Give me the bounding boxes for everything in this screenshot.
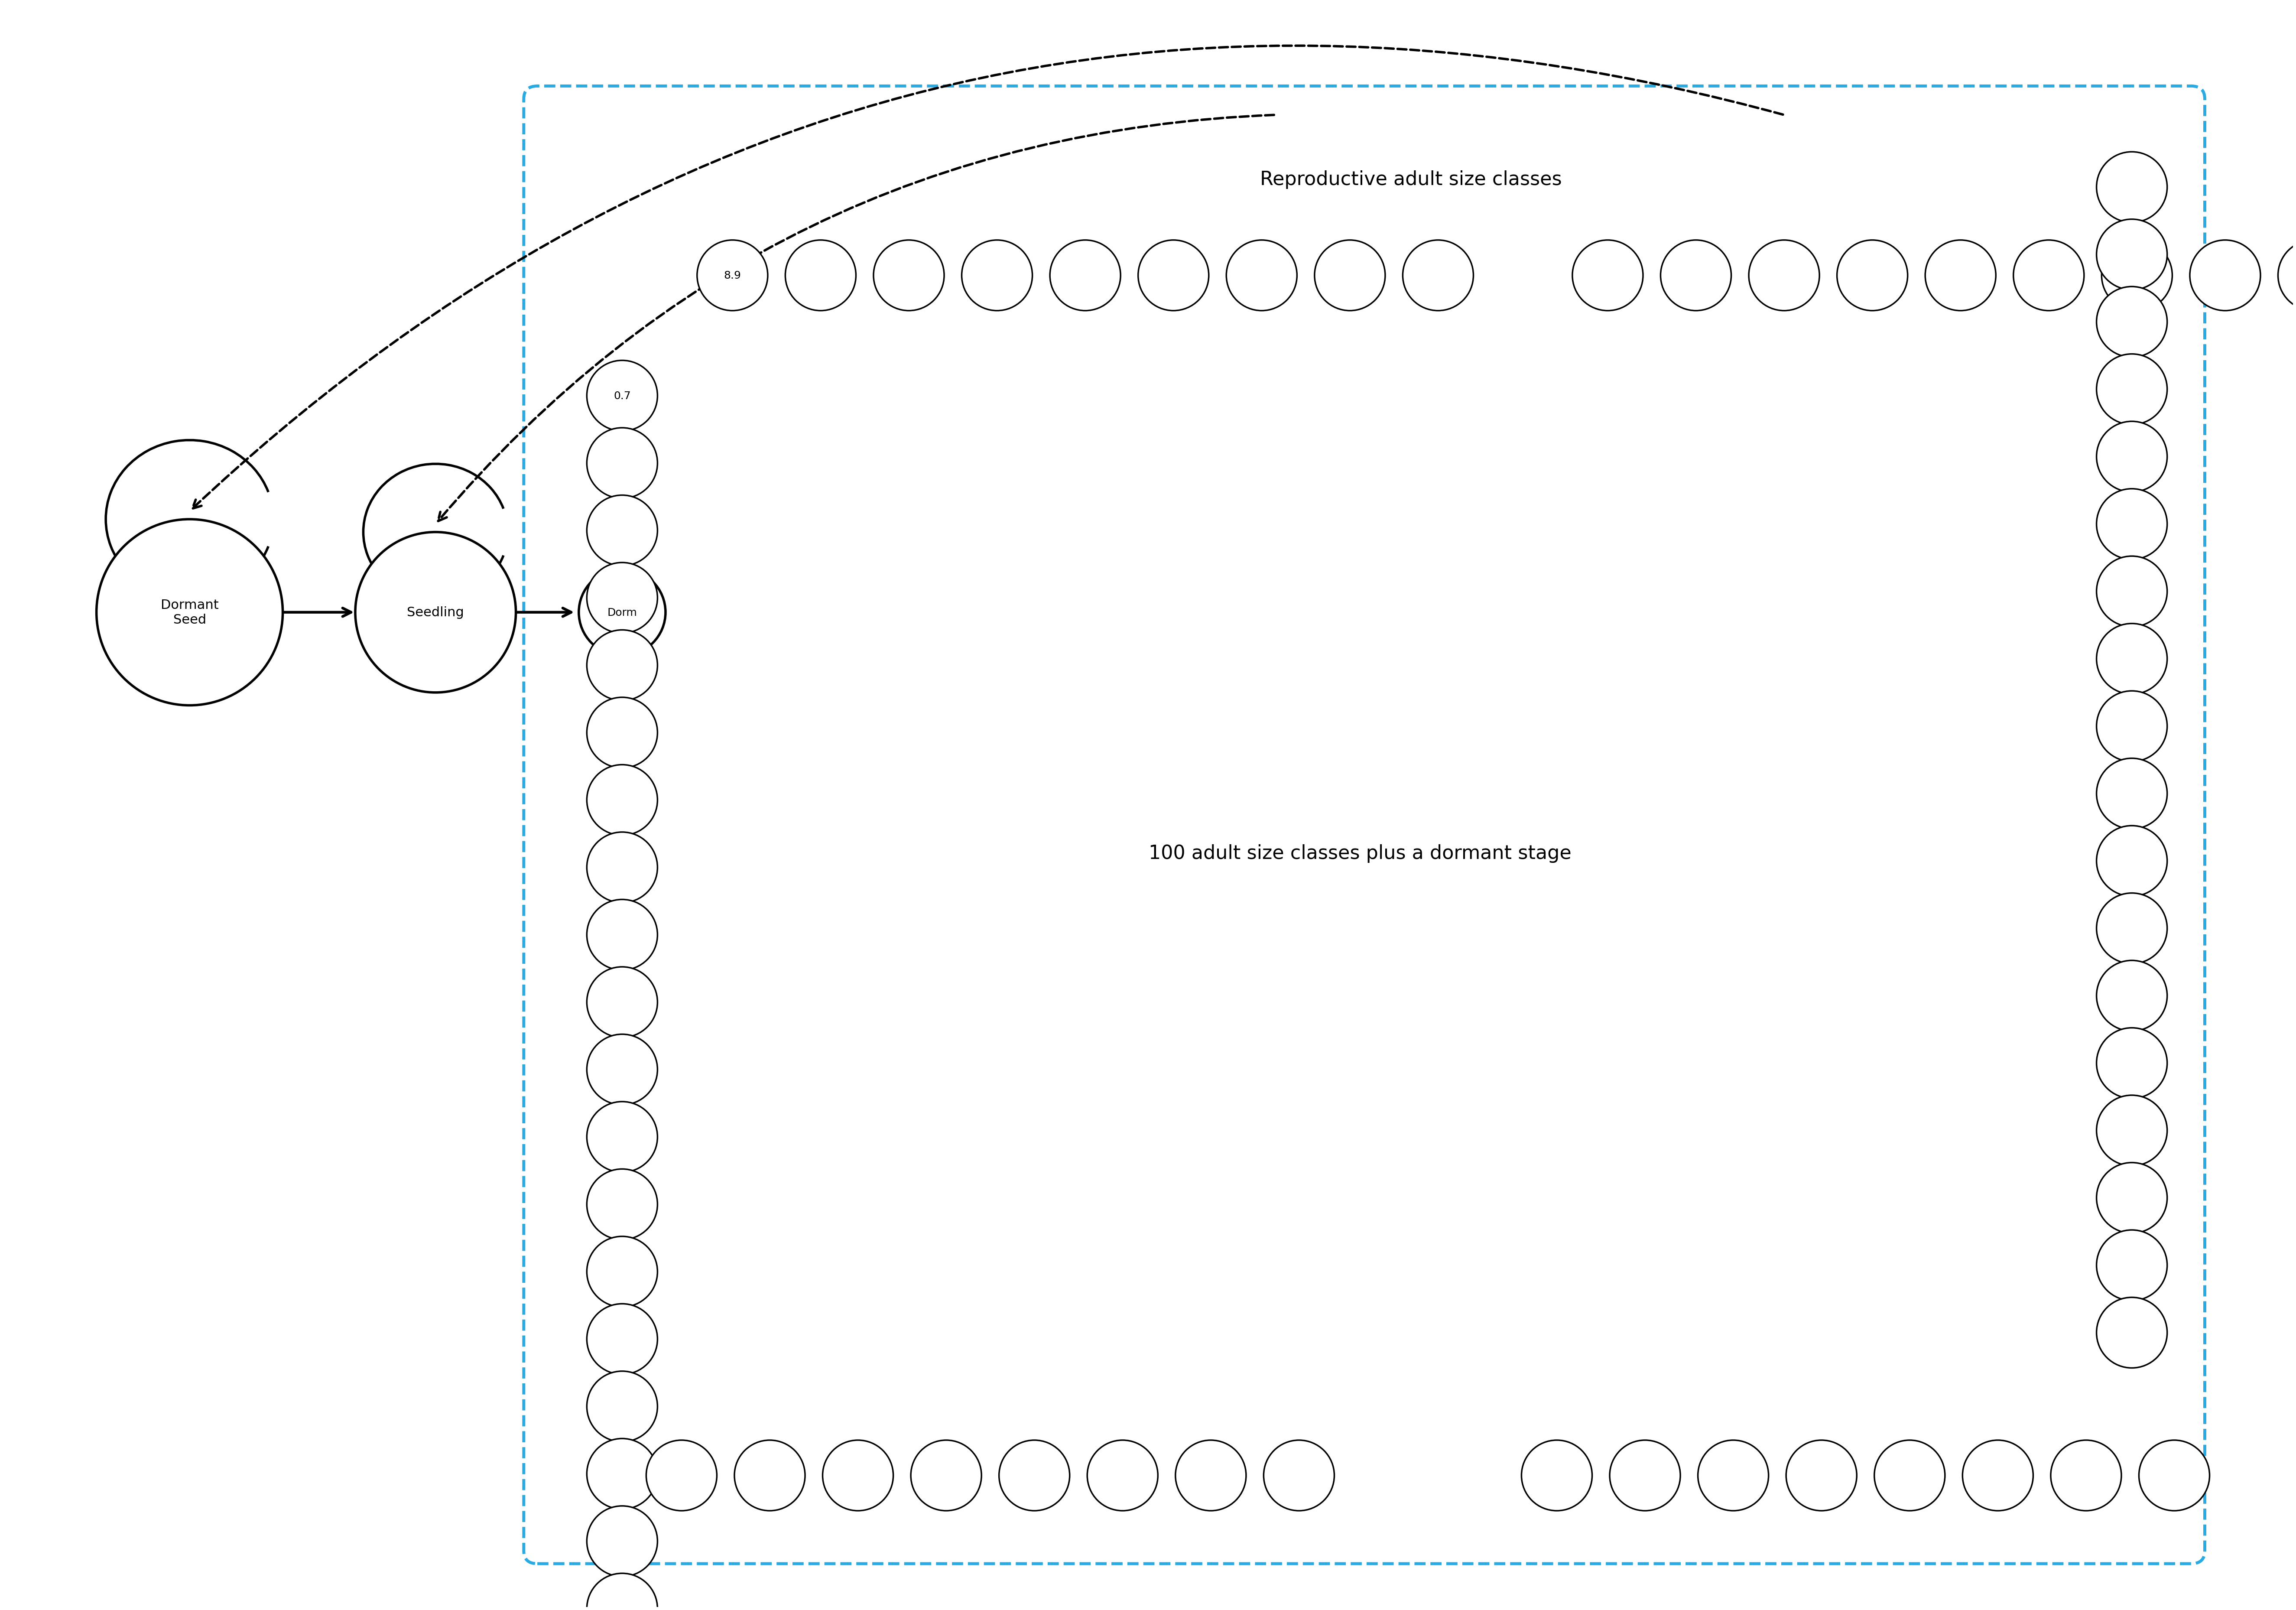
Ellipse shape [1750, 240, 1818, 311]
Ellipse shape [2096, 1027, 2167, 1098]
Ellipse shape [962, 240, 1033, 311]
Ellipse shape [2096, 691, 2167, 762]
Ellipse shape [2096, 894, 2167, 964]
Text: 0.7: 0.7 [613, 391, 631, 401]
Ellipse shape [588, 564, 657, 633]
Ellipse shape [2096, 1095, 2167, 1166]
Ellipse shape [1609, 1441, 1681, 1510]
Ellipse shape [2096, 1298, 2167, 1368]
Ellipse shape [588, 1573, 657, 1610]
Ellipse shape [588, 1304, 657, 1375]
Ellipse shape [1316, 240, 1384, 311]
Ellipse shape [2101, 240, 2172, 311]
Ellipse shape [1924, 240, 1995, 311]
Ellipse shape [2096, 219, 2167, 290]
Ellipse shape [2278, 240, 2296, 311]
Ellipse shape [1963, 1441, 2034, 1510]
Ellipse shape [1088, 1441, 1157, 1510]
Ellipse shape [2096, 287, 2167, 357]
Ellipse shape [1139, 240, 1208, 311]
Ellipse shape [1403, 240, 1474, 311]
Ellipse shape [822, 1441, 893, 1510]
Ellipse shape [1874, 1441, 1945, 1510]
Ellipse shape [356, 533, 517, 692]
Ellipse shape [1660, 240, 1731, 311]
Ellipse shape [1697, 1441, 1768, 1510]
Ellipse shape [2014, 240, 2085, 311]
Ellipse shape [588, 630, 657, 700]
Ellipse shape [1573, 240, 1644, 311]
Text: 8.9: 8.9 [723, 270, 742, 280]
Ellipse shape [785, 240, 856, 311]
Ellipse shape [588, 1439, 657, 1509]
Ellipse shape [2096, 354, 2167, 425]
Text: Dorm: Dorm [606, 607, 636, 618]
Text: Dormant
Seed: Dormant Seed [161, 599, 218, 626]
Ellipse shape [1049, 240, 1120, 311]
Ellipse shape [1522, 1441, 1591, 1510]
Ellipse shape [588, 428, 657, 499]
Ellipse shape [2096, 961, 2167, 1030]
Ellipse shape [2096, 1162, 2167, 1233]
Ellipse shape [2096, 623, 2167, 694]
Ellipse shape [579, 570, 666, 655]
Ellipse shape [2050, 1441, 2122, 1510]
Ellipse shape [2096, 557, 2167, 626]
Ellipse shape [588, 900, 657, 971]
Ellipse shape [1837, 240, 1908, 311]
Ellipse shape [588, 496, 657, 567]
Ellipse shape [588, 832, 657, 903]
Ellipse shape [645, 1441, 716, 1510]
Text: Reproductive adult size classes: Reproductive adult size classes [1261, 171, 1561, 188]
Ellipse shape [2190, 240, 2262, 311]
Ellipse shape [2096, 1230, 2167, 1301]
Ellipse shape [588, 765, 657, 836]
Ellipse shape [588, 1236, 657, 1307]
Ellipse shape [912, 1441, 980, 1510]
Ellipse shape [588, 1169, 657, 1240]
Ellipse shape [2096, 489, 2167, 560]
Ellipse shape [588, 1505, 657, 1576]
Ellipse shape [96, 520, 282, 705]
Ellipse shape [2096, 153, 2167, 222]
Ellipse shape [1226, 240, 1297, 311]
Ellipse shape [588, 1034, 657, 1104]
Ellipse shape [872, 240, 944, 311]
Ellipse shape [588, 1372, 657, 1443]
Ellipse shape [999, 1441, 1070, 1510]
Ellipse shape [735, 1441, 806, 1510]
Ellipse shape [588, 968, 657, 1037]
Ellipse shape [1263, 1441, 1334, 1510]
Ellipse shape [2140, 1441, 2209, 1510]
Ellipse shape [698, 240, 767, 311]
Ellipse shape [2096, 422, 2167, 493]
Ellipse shape [2096, 758, 2167, 829]
Ellipse shape [588, 697, 657, 768]
Ellipse shape [588, 1101, 657, 1172]
Ellipse shape [2096, 826, 2167, 897]
Text: 100 adult size classes plus a dormant stage: 100 adult size classes plus a dormant st… [1148, 844, 1570, 863]
Ellipse shape [1176, 1441, 1247, 1510]
Ellipse shape [1786, 1441, 1857, 1510]
Ellipse shape [588, 361, 657, 431]
Text: Seedling: Seedling [406, 607, 464, 618]
